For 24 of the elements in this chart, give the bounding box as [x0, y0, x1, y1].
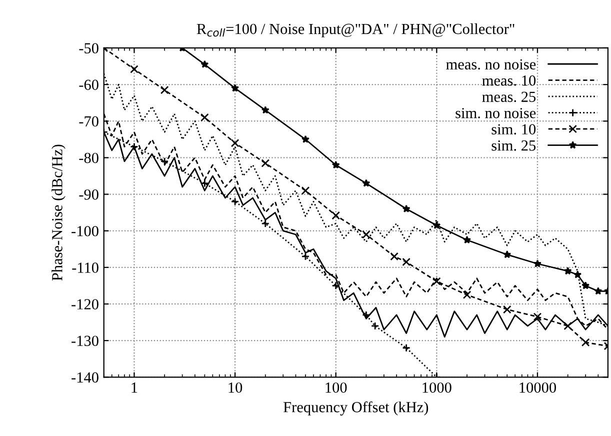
y-tick-label: -70: [79, 116, 98, 127]
y-axis-title: Phase-Noise (dBc/Hz): [52, 144, 66, 281]
x-tick-label: 1: [132, 382, 138, 393]
legend-label: sim. 25: [492, 140, 536, 151]
x-tick-label: 10000: [520, 382, 556, 393]
legend-label: sim. no noise: [456, 108, 536, 118]
legend-label: meas. 25: [482, 92, 536, 102]
y-tick-label: -140: [72, 372, 98, 383]
y-tick-label: -100: [72, 226, 98, 236]
y-tick-label: -50: [79, 43, 98, 54]
y-tick-label: -110: [72, 262, 98, 273]
x-axis-title: Frequency Offset (kHz): [284, 401, 428, 416]
legend-label: meas. no noise: [446, 59, 536, 70]
x-tick-label: 10: [228, 382, 242, 393]
x-tick-label: 100: [326, 382, 347, 393]
x-tick-label: 1000: [422, 382, 452, 393]
y-tick-label: -60: [79, 80, 98, 90]
y-tick-label: -80: [79, 152, 98, 164]
legend-label: meas. 10: [482, 75, 536, 86]
y-tick-label: -90: [79, 189, 98, 200]
y-tick-label: -130: [72, 336, 98, 346]
chart-title: R$_{coll}$=100 / Noise Input@"DA" / PHN@"Collector": [196, 23, 514, 38]
legend-label: sim. 10: [492, 124, 536, 135]
y-tick-label: -120: [72, 299, 98, 310]
